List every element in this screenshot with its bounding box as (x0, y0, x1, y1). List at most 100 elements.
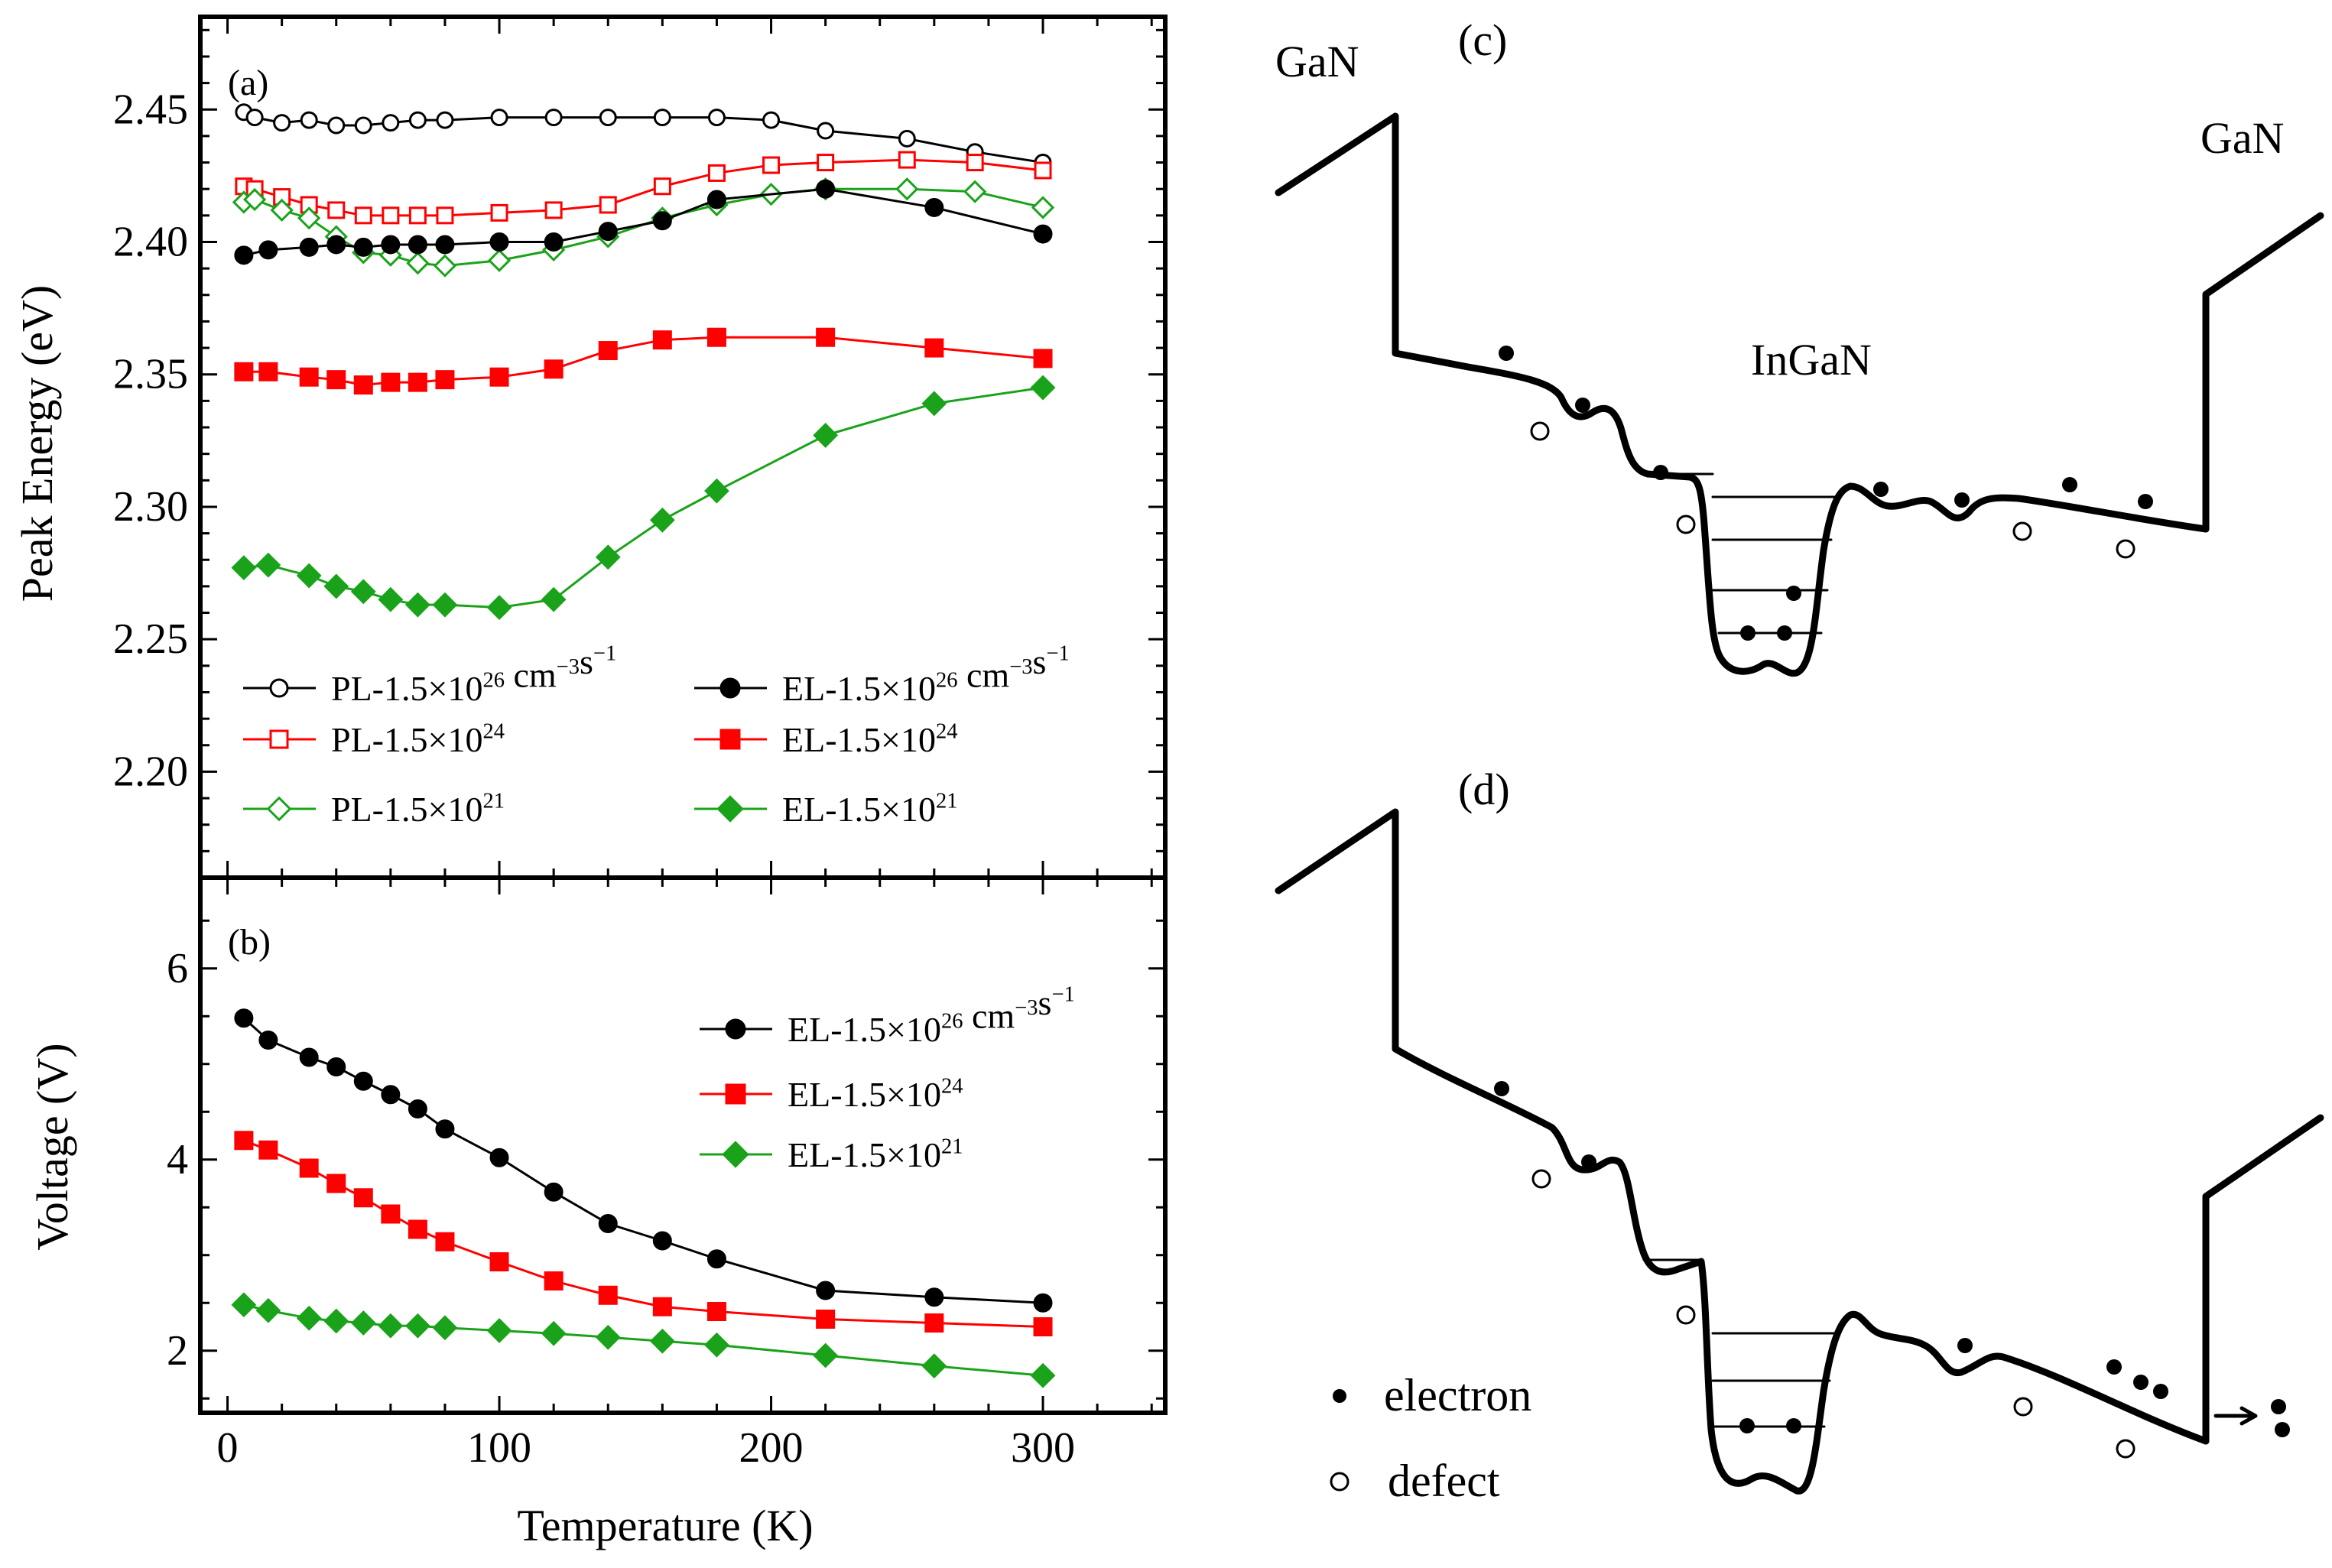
data-point (598, 1285, 618, 1305)
data-point (353, 375, 373, 395)
data-point (598, 341, 618, 361)
legend-label: PL-1.5×1024 (331, 720, 505, 759)
band-c-conduction-profile (1392, 349, 2210, 677)
band-c-left-barrier (1275, 112, 1399, 357)
data-point (258, 240, 278, 260)
data-point (489, 1252, 509, 1271)
data-point (300, 111, 318, 129)
data-point (816, 1281, 836, 1300)
data-point (234, 245, 254, 265)
legend-entry: EL-1.5×1021 (700, 1135, 963, 1174)
band-diagram-d (1275, 808, 2324, 1495)
y-axis-label-peak-energy: Peak Energy (eV) (12, 285, 62, 602)
data-point (489, 1148, 509, 1167)
y-tick-label: 4 (167, 1136, 188, 1183)
series-1 (235, 151, 1052, 225)
defect-circle (1676, 1305, 1696, 1325)
band-c-defects (1530, 421, 2136, 559)
data-point (489, 232, 509, 252)
y-tick-label: 2.45 (113, 86, 188, 133)
data-point (541, 586, 567, 612)
data-point (1033, 1293, 1053, 1313)
legend-label-part: EL-1.5×10 (782, 790, 936, 829)
legend-label: EL-1.5×1026 cm−3s−1 (782, 642, 1070, 708)
data-point (381, 372, 401, 392)
panel-a-label: (a) (228, 63, 268, 103)
data-point (1033, 224, 1053, 244)
data-point (408, 206, 427, 225)
legend-entry: EL-1.5×1026 cm−3s−1 (700, 983, 1075, 1049)
data-point (652, 211, 672, 231)
electron-dot (2153, 1384, 2168, 1399)
data-point (354, 206, 372, 225)
data-point (490, 203, 508, 222)
legend-marker (725, 1018, 746, 1040)
data-point (327, 201, 346, 219)
legend-label-part: cm (957, 656, 1009, 695)
legend-entry: EL-1.5×1024 (694, 720, 957, 759)
data-point (707, 164, 726, 182)
legend-marker (719, 729, 741, 750)
defect-circle (2013, 1397, 2033, 1417)
band-d-legend (1330, 1389, 1350, 1492)
legend-entry: PL-1.5×1026 cm−3s−1 (243, 642, 616, 708)
legend-label-exp: 24 (936, 720, 958, 744)
data-point (382, 206, 400, 225)
data-point (327, 116, 346, 135)
band-d-right-barrier (2202, 1114, 2324, 1445)
data-point (258, 1031, 278, 1050)
electron-dot (1581, 1154, 1596, 1170)
series-line (243, 1139, 1044, 1328)
legend-entry: PL-1.5×1024 (243, 720, 505, 759)
data-point (323, 573, 349, 599)
electron-dot (2106, 1359, 2122, 1375)
legend-label-part: EL-1.5×10 (782, 669, 936, 708)
data-point (404, 1313, 430, 1339)
legend-label-exp: −1 (593, 642, 616, 666)
data-point (381, 235, 401, 255)
plot-a-series (231, 103, 1056, 621)
series-2 (231, 1292, 1056, 1388)
data-point (231, 1292, 257, 1318)
electron-dot (1653, 465, 1668, 480)
data-point (242, 187, 267, 212)
data-point (598, 222, 618, 242)
data-point (273, 114, 291, 132)
legend-marker (269, 678, 289, 698)
data-point (921, 391, 947, 417)
data-point (652, 1231, 672, 1251)
band-d-label: (d) (1458, 765, 1510, 814)
electron-dot (1954, 492, 1970, 508)
legend-label-part: PL-1.5×10 (331, 790, 482, 829)
data-point (706, 1249, 726, 1269)
legend-label-exp: −3 (557, 655, 580, 679)
legend-defect-label: defect (1388, 1456, 1500, 1506)
data-point (924, 197, 944, 217)
data-point (408, 1099, 427, 1118)
legend-label: EL-1.5×1024 (788, 1075, 963, 1114)
legend-marker (725, 1083, 746, 1105)
data-point (816, 327, 836, 347)
data-point (299, 1047, 319, 1067)
data-point (299, 1158, 319, 1178)
data-point (544, 201, 563, 219)
data-point (599, 109, 617, 127)
data-point (270, 198, 294, 222)
data-point (436, 111, 454, 129)
data-point (433, 254, 457, 278)
legend-label: PL-1.5×1021 (331, 790, 505, 829)
legend-label-part: cm (505, 656, 557, 695)
defect-circle (2116, 1439, 2136, 1459)
data-point (707, 109, 726, 127)
escape-arrow-head (2239, 1406, 2258, 1426)
electron-dot (1739, 1418, 1755, 1433)
legend-label-exp: −3 (1009, 655, 1032, 679)
y-tick-label: 2.40 (113, 218, 188, 265)
legend-label-exp: 26 (482, 669, 505, 693)
data-point (649, 1328, 675, 1354)
data-point (762, 111, 781, 129)
data-point (706, 1302, 726, 1321)
legend-label: EL-1.5×1021 (782, 790, 957, 829)
data-point (595, 544, 621, 570)
